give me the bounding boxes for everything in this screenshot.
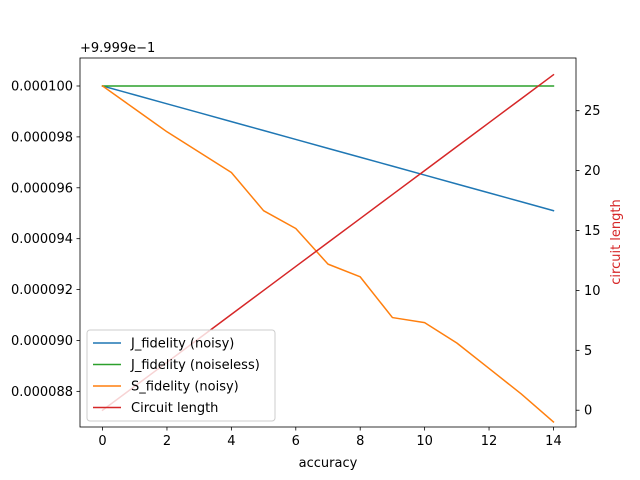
y-right-axis-ticks: 0 5 10 15 20 25 bbox=[576, 104, 601, 419]
legend-label-3: Circuit length bbox=[131, 401, 218, 416]
y-right-tick-label: 15 bbox=[584, 224, 601, 239]
plot-frame bbox=[79, 57, 577, 428]
legend-label-0: J_fidelity (noisy) bbox=[130, 337, 234, 352]
legend-label-2: S_fidelity (noisy) bbox=[131, 380, 239, 395]
axes-layer bbox=[79, 57, 577, 428]
x-tick-label: 8 bbox=[356, 434, 364, 449]
series-line-0 bbox=[101, 85, 555, 212]
y-left-tick-label: 0.000088 bbox=[11, 385, 73, 400]
y-left-tick-label: 0.000094 bbox=[11, 232, 73, 247]
y-left-tick-label: 0.000090 bbox=[11, 334, 73, 349]
x-tick-label: 4 bbox=[227, 434, 235, 449]
y-right-tick-label: 25 bbox=[584, 104, 601, 119]
y-right-tick-label: 5 bbox=[584, 344, 592, 359]
x-tick-label: 6 bbox=[292, 434, 300, 449]
series-line-2 bbox=[101, 84, 555, 423]
y-left-axis-ticks: 0.000088 0.000090 0.000092 0.000094 0.000096… bbox=[11, 79, 80, 400]
x-tick-label: 10 bbox=[416, 434, 433, 449]
y-left-tick-label: 0.000100 bbox=[11, 79, 73, 94]
y-right-axis-label: circuit length bbox=[609, 199, 624, 284]
x-tick-label: 0 bbox=[98, 434, 106, 449]
offset-text: +9.999e−1 bbox=[80, 41, 155, 56]
y-left-tick-label: 0.000098 bbox=[11, 130, 73, 145]
x-axis-ticks: 0 2 4 6 8 10 12 14 bbox=[98, 427, 562, 449]
x-axis-label: accuracy bbox=[299, 456, 358, 471]
x-tick-label: 14 bbox=[545, 434, 562, 449]
y-left-tick-label: 0.000096 bbox=[11, 181, 73, 196]
legend-label-1: J_fidelity (noiseless) bbox=[130, 358, 260, 373]
y-right-tick-label: 20 bbox=[584, 164, 601, 179]
y-right-tick-label: 0 bbox=[584, 404, 592, 419]
legend: J_fidelity (noisy) J_fidelity (noiseless)… bbox=[86, 329, 276, 422]
x-tick-label: 12 bbox=[481, 434, 498, 449]
x-tick-label: 2 bbox=[163, 434, 171, 449]
legend-frame bbox=[86, 329, 276, 422]
y-left-tick-label: 0.000092 bbox=[11, 283, 73, 298]
y-right-tick-label: 10 bbox=[584, 284, 601, 299]
